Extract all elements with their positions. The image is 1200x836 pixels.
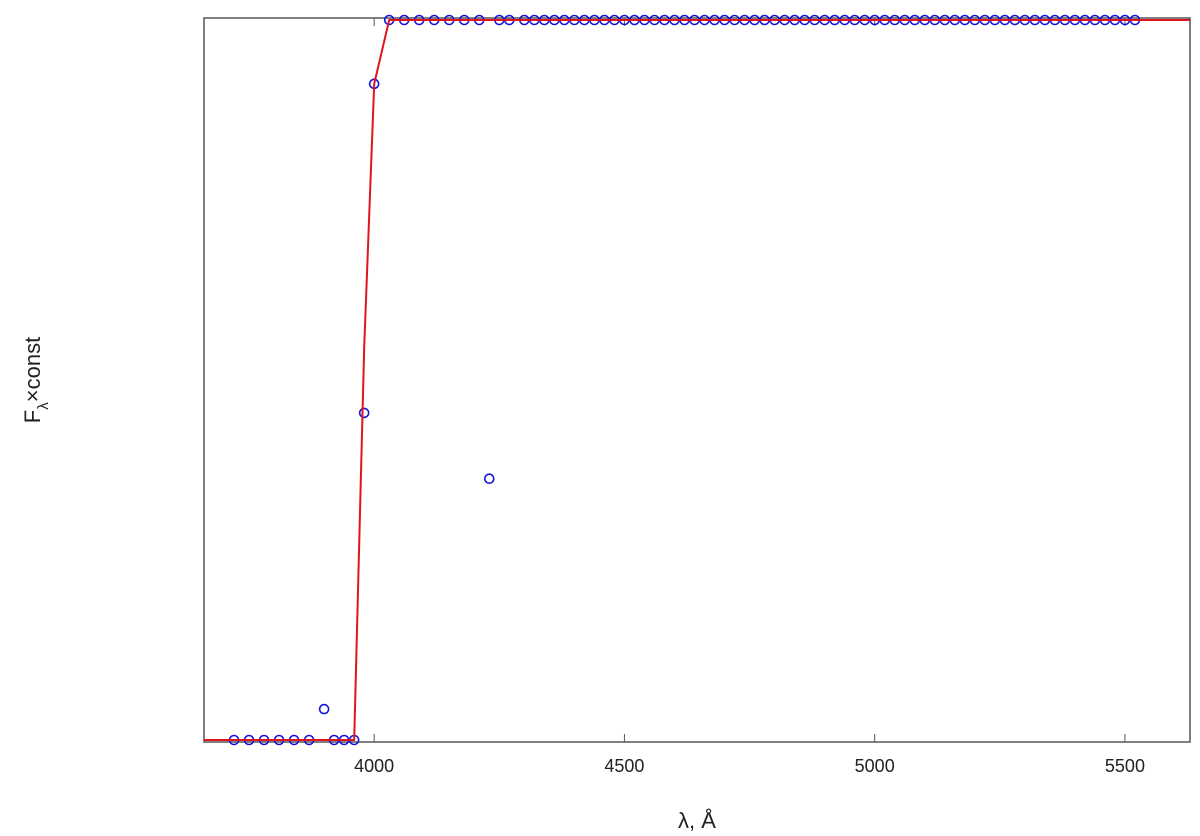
y-axis-label-rest: ×const [20,337,45,402]
series-line [204,19,1190,741]
y-axis-label-subscript: λ [35,402,52,410]
model-spectrum-series [204,19,1190,741]
x-axis-label: λ, Å [678,808,716,833]
y-axis-label-main: F [20,410,45,423]
x-tick-label: 4000 [354,756,394,776]
x-tick-label: 4500 [604,756,644,776]
data-point [358,407,370,419]
observed-spectrum-series [228,14,1141,746]
data-point [483,473,495,485]
x-tick-label: 5000 [855,756,895,776]
x-tick-label: 5500 [1105,756,1145,776]
x-axis-ticks: 4000 4500 5000 5500 [354,18,1145,776]
data-point [318,703,330,715]
y-axis-label: Fλ×const [20,337,52,423]
plot-area-frame [203,17,1191,743]
